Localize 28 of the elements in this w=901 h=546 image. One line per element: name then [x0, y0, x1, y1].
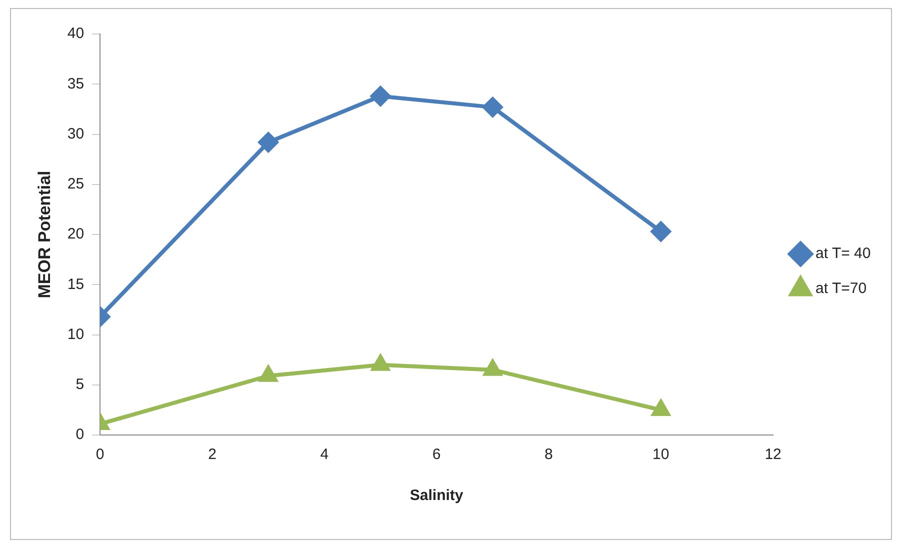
point	[258, 132, 278, 152]
point	[484, 360, 502, 376]
x-tick-label: 6	[432, 446, 441, 464]
y-tick-label: 10	[67, 326, 84, 343]
y-tick-label: 25	[67, 176, 84, 193]
x-tick-label: 2	[208, 446, 216, 464]
legend-label: at T=70	[816, 280, 867, 298]
y-tick-label: 30	[67, 125, 84, 142]
x-axis-title: Salinity	[410, 487, 464, 504]
y-tick-label: 0	[76, 426, 84, 444]
y-tick-label: 20	[67, 226, 84, 243]
y-axis-title: MEOR Potential	[34, 170, 54, 298]
x-tick-label: 10	[652, 446, 670, 464]
x-tick-label: 8	[544, 446, 553, 464]
x-tick-label: 4	[320, 446, 329, 464]
point	[652, 400, 670, 416]
y-tick-label: 40	[67, 25, 84, 42]
point	[370, 86, 390, 106]
point	[650, 221, 671, 242]
legend-label: at T= 40	[816, 245, 871, 262]
y-tick-label: 35	[67, 75, 84, 92]
point	[482, 97, 503, 118]
y-tick-label: 15	[67, 276, 84, 293]
point	[259, 366, 278, 382]
y-tick-label: 5	[76, 376, 84, 394]
point	[372, 354, 390, 371]
x-tick-label: 0	[96, 446, 104, 464]
x-tick-label: 12	[764, 446, 782, 464]
